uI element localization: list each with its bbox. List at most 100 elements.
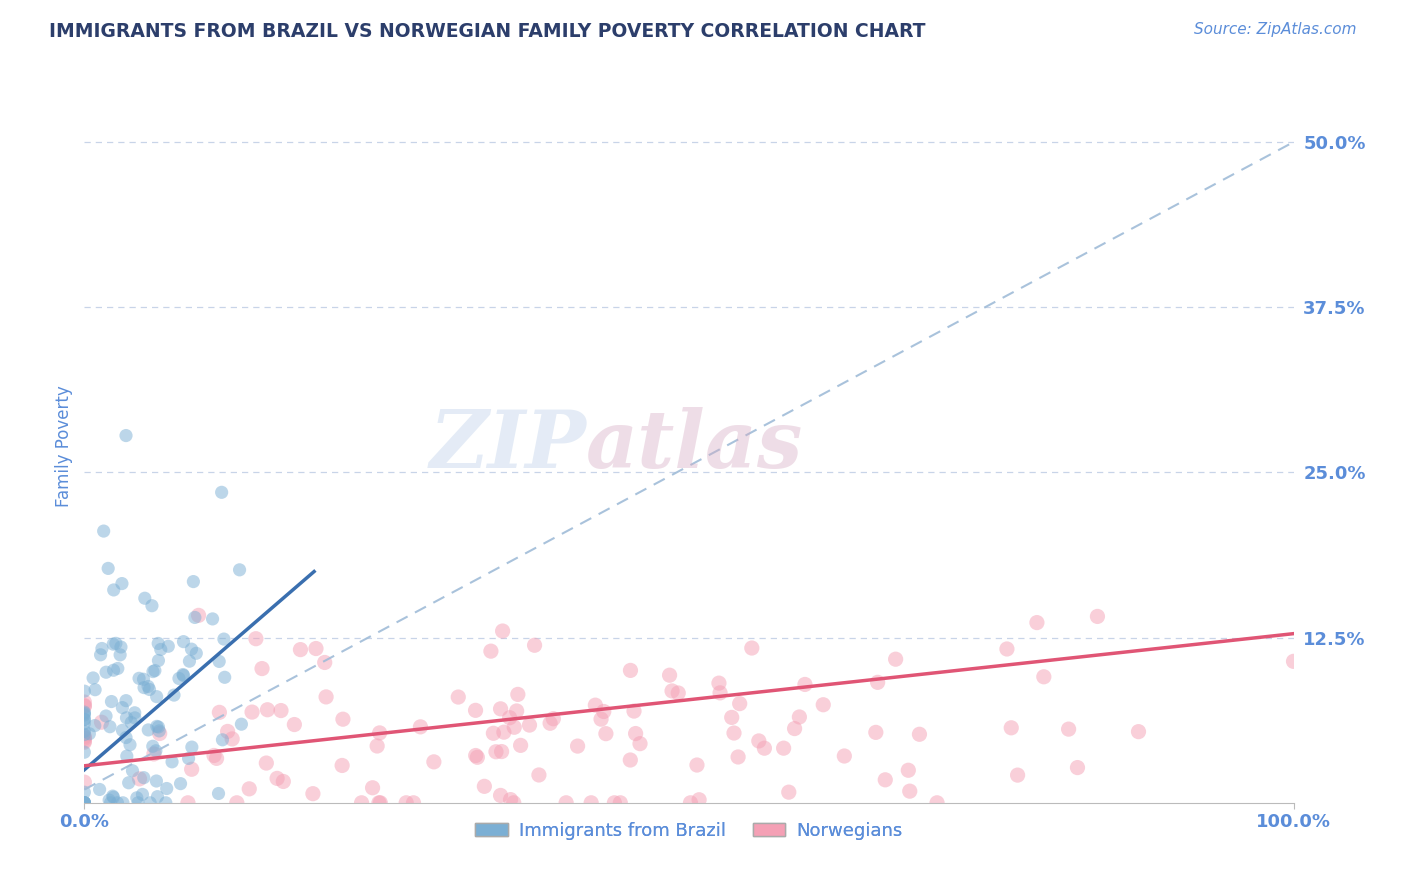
Point (228, 563, 250, 577)
Point (238, 781, 260, 796)
Point (783, 722, 806, 736)
Point (136, 680, 159, 694)
Point (789, 710, 811, 724)
Point (506, 687, 529, 701)
Point (142, 747, 165, 761)
Point (73, 731, 96, 746)
Point (73, 684, 96, 698)
Point (146, 789, 169, 804)
Point (91, 641, 114, 656)
Point (115, 731, 138, 745)
Point (211, 485, 233, 500)
Point (794, 677, 817, 691)
Point (350, 796, 373, 810)
Point (589, 712, 612, 726)
Point (156, 781, 179, 796)
Point (813, 698, 835, 712)
Point (609, 796, 631, 810)
Point (121, 764, 143, 778)
Point (184, 610, 207, 624)
Point (111, 723, 134, 738)
Point (361, 780, 384, 795)
Point (124, 711, 146, 725)
Point (658, 668, 681, 682)
Point (93, 524, 115, 538)
Point (661, 684, 683, 698)
Point (1007, 768, 1029, 782)
Point (679, 796, 702, 810)
Point (103, 790, 125, 805)
Point (145, 744, 167, 758)
Point (125, 790, 148, 805)
Point (741, 640, 763, 655)
Point (73, 706, 96, 721)
Point (180, 762, 202, 776)
Point (254, 756, 277, 770)
Point (73, 785, 96, 799)
Point (73, 734, 96, 748)
Point (723, 726, 745, 740)
Point (73, 735, 96, 749)
Point (132, 672, 155, 686)
Point (94, 665, 117, 680)
Point (108, 648, 131, 662)
Point (368, 726, 391, 740)
Point (231, 717, 253, 731)
Point (148, 654, 170, 668)
Point (73, 695, 96, 709)
Point (73, 796, 96, 810)
Point (73, 796, 96, 810)
Point (898, 784, 921, 798)
Point (148, 636, 170, 650)
Point (201, 612, 224, 626)
Point (217, 724, 239, 739)
Text: Source: ZipAtlas.com: Source: ZipAtlas.com (1194, 22, 1357, 37)
Point (94, 709, 117, 723)
Point (1057, 722, 1080, 736)
Point (509, 739, 531, 753)
Point (368, 796, 391, 810)
Point (271, 774, 294, 789)
Point (132, 681, 155, 695)
Point (925, 796, 948, 810)
Point (1282, 654, 1305, 668)
Point (482, 726, 505, 740)
Point (132, 771, 155, 785)
Point (754, 741, 776, 756)
Point (98, 720, 121, 734)
Point (187, 608, 209, 623)
Point (128, 671, 150, 685)
Point (491, 745, 513, 759)
Point (118, 738, 141, 752)
Point (366, 739, 388, 753)
Point (104, 636, 127, 650)
Point (163, 688, 186, 702)
Point (1032, 670, 1054, 684)
Point (146, 719, 169, 733)
Point (256, 703, 278, 717)
Point (884, 652, 907, 666)
Point (115, 749, 138, 764)
Point (73, 713, 96, 727)
Y-axis label: Family Poverty: Family Poverty (55, 385, 73, 507)
Point (1000, 721, 1022, 735)
Point (897, 764, 920, 778)
Point (474, 780, 496, 794)
Point (131, 788, 153, 802)
Point (305, 641, 328, 656)
Point (120, 715, 142, 730)
Point (619, 753, 641, 767)
Point (290, 642, 312, 657)
Point (111, 700, 134, 714)
Point (143, 664, 166, 678)
Point (139, 796, 162, 810)
Point (543, 712, 565, 726)
Point (103, 663, 125, 677)
Point (402, 796, 425, 810)
Point (619, 664, 641, 678)
Point (73, 712, 96, 726)
Point (110, 640, 132, 654)
Point (73, 730, 96, 744)
Point (489, 702, 512, 716)
Point (142, 739, 165, 754)
